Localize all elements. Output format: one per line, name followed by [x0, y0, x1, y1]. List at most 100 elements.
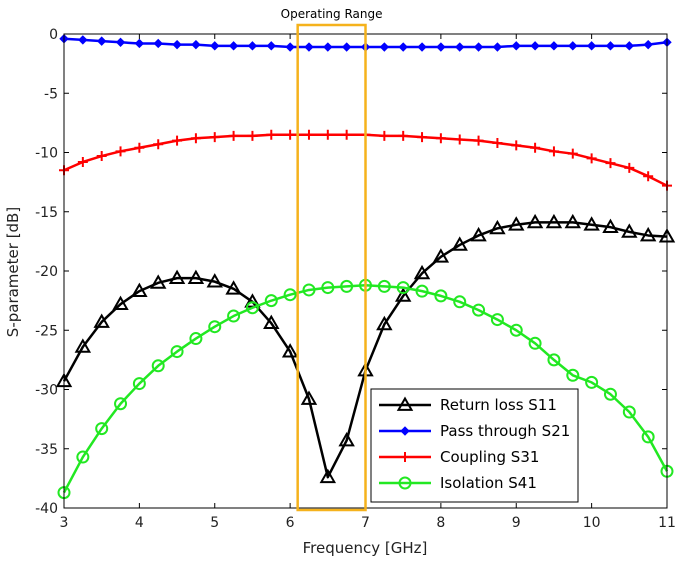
data-point [153, 139, 164, 150]
data-point [263, 314, 280, 330]
data-point [379, 42, 390, 52]
data-point [508, 216, 525, 231]
data-point [566, 368, 580, 382]
legend-label: Coupling S31 [440, 448, 539, 466]
data-point [319, 468, 337, 484]
y-tick-label: -30 [35, 383, 58, 399]
data-point [432, 248, 450, 263]
data-point [114, 397, 128, 411]
operating-range-box [296, 23, 367, 512]
data-point [639, 226, 657, 242]
data-point [624, 41, 635, 51]
data-point [394, 287, 412, 302]
legend-entry: Isolation S41 [379, 474, 537, 492]
y-tick-label: -5 [44, 86, 58, 102]
data-point [266, 41, 276, 51]
data-point [492, 138, 503, 149]
data-point [115, 146, 126, 157]
data-point [603, 387, 617, 401]
data-point [567, 148, 578, 159]
data-point [189, 332, 203, 346]
data-point [417, 42, 427, 52]
data-point [377, 279, 391, 293]
data-point [264, 294, 278, 308]
x-tick-label: 6 [286, 515, 295, 531]
data-point [281, 343, 299, 358]
data-point [131, 282, 148, 298]
ticks-layer: 3 4 5 6 7 8 9 10 11 0 -5 -10 -15 -20 -25 -30 -35 -40 [35, 27, 676, 531]
y-tick-label: -40 [35, 501, 58, 517]
data-point [245, 301, 259, 315]
data-point [436, 42, 446, 52]
data-point [489, 219, 506, 235]
data-point [300, 390, 318, 405]
data-point [225, 280, 242, 295]
data-point [398, 130, 409, 141]
data-point [492, 42, 503, 52]
data-point [209, 132, 220, 143]
x-tick-label: 3 [60, 515, 69, 531]
data-point [172, 135, 183, 146]
data-point [285, 129, 296, 140]
data-point [151, 359, 165, 373]
data-point [454, 134, 465, 145]
data-point [96, 36, 107, 46]
operating-range-label: Operating Range [281, 7, 383, 21]
data-point [528, 336, 542, 350]
data-point [549, 41, 559, 51]
data-point [228, 41, 239, 51]
data-point [379, 130, 390, 141]
data-point [341, 42, 352, 52]
data-point [605, 41, 616, 51]
legend-swatch-marker [400, 426, 410, 436]
data-point [228, 130, 239, 141]
data-point [490, 313, 504, 327]
series-layer [55, 34, 676, 500]
data-point [376, 315, 393, 331]
legend-label: Pass through S21 [440, 422, 570, 440]
data-point [115, 37, 126, 48]
data-point [621, 223, 638, 238]
data-point [247, 130, 258, 141]
y-tick-label: -15 [35, 205, 58, 221]
data-point [112, 295, 129, 311]
x-axis-title: Frequency [GHz] [303, 539, 428, 557]
legend: Return loss S11 Pass through S21 Coupling … [370, 388, 579, 503]
legend-swatch-marker [396, 396, 414, 411]
legend-label: Return loss S11 [440, 396, 557, 414]
x-tick-label: 5 [210, 515, 219, 531]
data-point [472, 303, 486, 317]
data-point [322, 129, 333, 140]
x-tick-label: 4 [135, 515, 144, 531]
legend-entry: Return loss S11 [379, 396, 557, 414]
data-point [434, 289, 448, 303]
y-tick-label: -20 [35, 264, 58, 280]
data-point [303, 129, 314, 140]
data-point [338, 431, 355, 447]
legend-entry: Pass through S21 [379, 422, 570, 440]
data-point [149, 274, 167, 289]
x-tick-label: 10 [583, 515, 601, 531]
data-point [191, 39, 201, 50]
data-point [95, 422, 109, 436]
y-tick-label: -10 [35, 146, 58, 162]
x-tick-label: 8 [436, 515, 445, 531]
data-point [93, 313, 110, 328]
data-point [208, 320, 222, 334]
data-point [413, 264, 431, 280]
data-point [564, 213, 582, 229]
data-point [396, 281, 410, 295]
data-point [451, 236, 468, 251]
legend-label: Isolation S41 [440, 474, 537, 492]
data-point [96, 151, 107, 162]
data-point [530, 142, 541, 153]
data-point [302, 283, 316, 297]
data-point [77, 156, 88, 167]
y-axis-title: S-parameter [dB] [4, 207, 22, 337]
data-point [453, 295, 467, 309]
data-point [76, 450, 90, 464]
y-tick-label: -35 [35, 442, 58, 458]
legend-swatch-marker [398, 476, 412, 490]
data-point [187, 269, 205, 284]
